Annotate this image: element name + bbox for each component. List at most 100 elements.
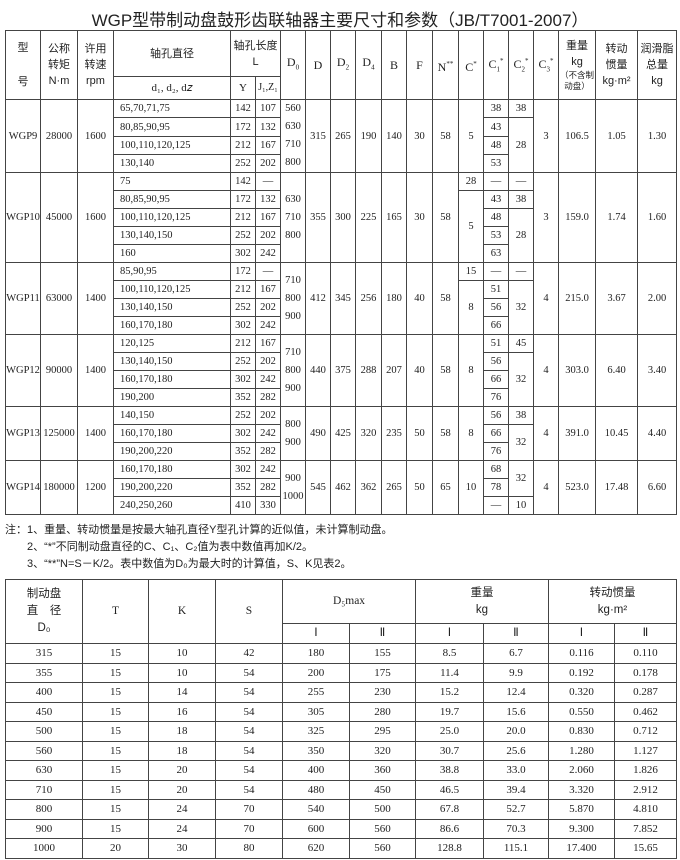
cell-length-jz: 202 — [255, 352, 281, 371]
table-cell: 315 — [5, 643, 83, 664]
d0-value: 710 — [285, 211, 301, 223]
note-3: 3、“**”N=S－K/2。表中数值为D₀为最大时的计算值，S、K见表2。 — [27, 558, 352, 570]
header-line: 重量 — [470, 586, 494, 599]
cell-length-y: 302 — [230, 316, 256, 335]
cell-c: 28 — [458, 172, 484, 191]
table-row: 315 15 10 42 180 155 8.5 6.7 0.116 0.110 — [5, 643, 677, 664]
header-line: D₀ — [37, 622, 51, 634]
cell-c2: 10 — [508, 496, 534, 515]
cell-bore: 160,170,180 — [113, 316, 231, 335]
table-cell: 10 — [148, 662, 216, 683]
cell-bore: 130,140,150 — [113, 298, 231, 317]
table-row: 130,140,150 252 202 53 — [6, 226, 677, 245]
cell-inertia: 3.67 — [595, 262, 638, 335]
cell-inertia: 17.48 — [595, 460, 638, 515]
cell-length-jz: 242 — [255, 424, 281, 443]
header-dim-symbol: D — [313, 58, 323, 72]
header-dim-symbol: C — [538, 56, 547, 71]
d0-value: 1000 — [282, 490, 304, 502]
cell-c: 15 — [458, 262, 484, 281]
d0-value: 710 — [285, 139, 301, 150]
table-cell: 560 — [349, 838, 416, 859]
table-cell: 15 — [82, 740, 149, 761]
cell-d4: 320 — [355, 406, 382, 461]
cell-length-y: 212 — [230, 208, 256, 227]
cell-inertia: 6.40 — [595, 334, 638, 407]
table-cell: 355 — [5, 662, 83, 683]
header-bore-sub: d₁, d₂, d𝑧 — [113, 76, 231, 100]
cell-c1: 38 — [483, 99, 509, 118]
cell-length-jz: 242 — [255, 316, 281, 335]
cell-c1: 51 — [483, 334, 509, 353]
cell-d4: 190 — [355, 99, 382, 173]
header-t: T — [82, 579, 149, 644]
table-row: WGP13 125000 1400 140,150 252 202 800 900 490 425… — [5, 406, 677, 461]
header-line: 重量 — [566, 40, 588, 52]
cell-c2: 32 — [508, 352, 534, 407]
header-dim-sub: 3 — [546, 65, 551, 74]
header-sub-i: Ⅰ — [282, 623, 350, 644]
header-d5max: D₅max — [282, 579, 416, 624]
table-cell: 15 — [82, 779, 149, 800]
cell-model: WGP13 — [5, 406, 41, 461]
header-k: K — [148, 579, 216, 644]
table-cell: 0.110 — [614, 643, 677, 664]
cell-speed: 1200 — [77, 460, 114, 515]
cell-b: 165 — [381, 172, 407, 263]
cell-c3: 4 — [533, 460, 559, 515]
table-row: 1000 20 30 80 620 560 128.8 115.1 17.400 15.65 — [5, 838, 677, 859]
cell-f: 50 — [406, 460, 433, 515]
cell-f: 40 — [406, 262, 433, 335]
header-line: 转动 — [605, 43, 628, 55]
cell-d2: 375 — [330, 334, 356, 407]
header-model: 型号 — [5, 30, 41, 100]
table-cell: 600 — [282, 818, 350, 839]
cell-c2: 32 — [508, 424, 534, 461]
table-cell: 175 — [349, 662, 416, 683]
header-bore: 轴孔直径 — [113, 30, 231, 77]
header-dim-d: D — [305, 30, 331, 100]
cell-length-jz: 330 — [255, 496, 281, 515]
cell-c2: 38 — [508, 406, 534, 425]
cell-c2: 32 — [508, 460, 534, 497]
cell-f: 30 — [406, 99, 433, 173]
table-cell: 25.0 — [415, 721, 484, 742]
cell-b: 140 — [381, 99, 407, 173]
table-cell: 350 — [282, 740, 350, 761]
d0-value: 560 — [285, 103, 301, 114]
cell-length-jz: 107 — [255, 99, 281, 118]
cell-d0: 710 800 900 — [280, 262, 306, 335]
header-sub-ii: Ⅱ — [349, 623, 416, 644]
cell-d: 545 — [305, 460, 331, 515]
table-cell: 0.192 — [548, 662, 615, 683]
cell-c1: 68 — [483, 460, 509, 479]
cell-grease: 3.40 — [637, 334, 677, 407]
table-cell: 280 — [349, 701, 416, 722]
cell-c1: — — [483, 496, 509, 515]
header-line: kg — [571, 56, 583, 68]
table-cell: 14 — [148, 682, 216, 703]
cell-d2: 265 — [330, 99, 356, 173]
cell-model: WGP14 — [5, 460, 41, 515]
cell-length-jz: 202 — [255, 298, 281, 317]
table-cell: 325 — [282, 721, 350, 742]
header-length-jz: J₁,Z₁ — [255, 76, 281, 100]
cell-length-jz: 132 — [255, 117, 281, 137]
cell-length-y: 352 — [230, 478, 256, 497]
cell-d0: 900 1000 — [280, 460, 306, 515]
cell-length-jz: 202 — [255, 226, 281, 245]
cell-length-jz: 282 — [255, 478, 281, 497]
table-row: 190,200 352 282 76 — [6, 388, 677, 407]
table-cell: 450 — [5, 701, 83, 722]
cell-c1: 66 — [483, 370, 509, 389]
cell-c1: 43 — [483, 190, 509, 209]
header-inertia: 转动 惯量 kg·m² — [595, 30, 638, 100]
table-cell: 3.320 — [548, 779, 615, 800]
table-cell: 255 — [282, 682, 350, 703]
note-1: 注：1、重量、转动惯量是按最大轴孔直径Y型孔计算的近似值，未计算制动盘。 — [5, 524, 393, 536]
cell-bore: 160,170,180 — [113, 460, 231, 479]
cell-torque: 180000 — [40, 460, 78, 515]
table-row: 900 15 24 70 600 560 86.6 70.3 9.300 7.852 — [5, 818, 677, 839]
cell-n: 58 — [432, 262, 459, 335]
table-row: 630 15 20 54 400 360 38.8 33.0 2.060 1.826 — [5, 760, 677, 781]
